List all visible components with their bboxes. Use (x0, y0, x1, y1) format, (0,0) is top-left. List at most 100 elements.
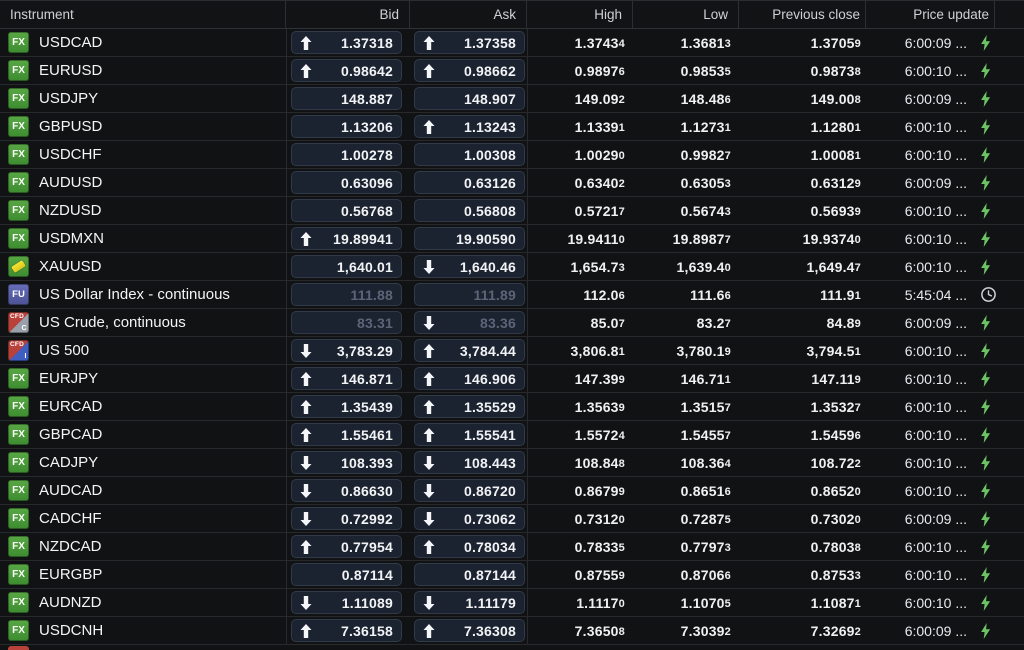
watchlist-row[interactable]: FX EURGBP 0.87114 0.87144 0.8755 9 0.8706… (0, 561, 1024, 589)
bid-price-button[interactable]: 1.37318 (291, 31, 402, 54)
watchlist-row[interactable]: XAUUSD 1,640.01 1,640.46 1,654.7 3 1,639.… (0, 253, 1024, 281)
instrument-cell: FX NZDUSD (0, 197, 286, 224)
bid-price-button[interactable]: 3,783.29 (291, 339, 402, 362)
ask-price-button[interactable]: 111.89 (414, 283, 525, 306)
high-value: 3,806.8 1 (527, 337, 633, 364)
bid-price-button[interactable]: 0.87114 (291, 563, 402, 586)
bid-price-button[interactable]: 111.88 (291, 283, 402, 306)
bid-value: 0.56768 (340, 202, 393, 219)
watchlist-row[interactable]: FX USDMXN 19.89941 19.90590 19.9411 0 19.… (0, 225, 1024, 253)
bid-value: 0.86630 (340, 482, 393, 499)
ask-price-button[interactable]: 3,784.44 (414, 339, 525, 362)
bid-price-button[interactable]: 0.98642 (291, 59, 402, 82)
watchlist-row[interactable]: FX GBPUSD 1.13206 1.13243 1.1339 1 1.1273… (0, 113, 1024, 141)
instrument-cell: FX GBPCAD (0, 421, 286, 448)
watchlist-row[interactable]: FX AUDNZD 1.11089 1.11179 1.1117 0 1.1070… (0, 589, 1024, 617)
column-header-instrument[interactable]: Instrument (0, 1, 286, 28)
column-header-previous-close[interactable]: Previous close (739, 1, 866, 28)
ask-price-button[interactable]: 1.35529 (414, 395, 525, 418)
bid-price-button[interactable]: 0.63096 (291, 171, 402, 194)
ask-price-button[interactable]: 108.443 (414, 451, 525, 474)
column-header-low[interactable]: Low (633, 1, 739, 28)
watchlist-row[interactable]: FX USDCAD 1.37318 1.37358 1.3743 4 1.3681… (0, 29, 1024, 57)
bid-price-button[interactable]: 108.393 (291, 451, 402, 474)
status-icon-cell (971, 197, 1024, 224)
ask-price-button[interactable]: 0.87144 (414, 563, 525, 586)
arrow-up-icon (300, 624, 312, 638)
ask-price-button[interactable]: 1.37358 (414, 31, 525, 54)
low-value: 0.6305 3 (680, 174, 731, 191)
ask-price-button[interactable]: 1.00308 (414, 143, 525, 166)
low-value: 1.1273 1 (680, 118, 731, 135)
ask-price-button[interactable]: 1.55541 (414, 423, 525, 446)
bid-price-button[interactable]: 1.13206 (291, 115, 402, 138)
bid-price-button[interactable]: 1.00278 (291, 143, 402, 166)
low-value: 0.9853 5 (680, 62, 731, 79)
ask-price-button[interactable]: 19.90590 (414, 227, 525, 250)
bid-price-button[interactable]: 83.31 (291, 311, 402, 334)
watchlist-row[interactable]: FX NZDUSD 0.56768 0.56808 0.5721 7 0.5674… (0, 197, 1024, 225)
bid-price-button[interactable]: 0.86630 (291, 479, 402, 502)
bid-price-button[interactable]: 1.11089 (291, 591, 402, 614)
instrument-cell: FX CADJPY (0, 449, 286, 476)
arrow-up-icon (423, 540, 435, 554)
bid-price-button[interactable]: 146.871 (291, 367, 402, 390)
bid-price-button[interactable]: 1,640.01 (291, 255, 402, 278)
previous-close-value: 1.1280 1 (810, 118, 861, 135)
ask-price-button[interactable]: 0.56808 (414, 199, 525, 222)
column-header-ask[interactable]: Ask (410, 1, 527, 28)
watchlist-row[interactable]: CFD I US 500 3,783.29 3,784.44 3,806.8 1 3… (0, 337, 1024, 365)
watchlist-row[interactable]: FX EURCAD 1.35439 1.35529 1.3563 9 1.3515… (0, 393, 1024, 421)
previous-close-value: 0.9873 8 (810, 62, 861, 79)
ask-price-button[interactable]: 83.36 (414, 311, 525, 334)
fx-badge: FX (8, 144, 29, 165)
ask-price-button[interactable]: 1,640.46 (414, 255, 525, 278)
price-update-time: 6:00:10 ... (904, 594, 967, 611)
bid-price-button[interactable]: 1.55461 (291, 423, 402, 446)
bid-price-button[interactable]: 19.89941 (291, 227, 402, 250)
bid-price-button[interactable]: 0.56768 (291, 199, 402, 222)
ask-price-button[interactable]: 0.73062 (414, 507, 525, 530)
bid-price-button[interactable]: 0.72992 (291, 507, 402, 530)
watchlist-row[interactable]: FX USDCHF 1.00278 1.00308 1.0029 0 0.9982… (0, 141, 1024, 169)
ask-price-button[interactable]: 0.86720 (414, 479, 525, 502)
instrument-name: US 500 (39, 342, 90, 359)
watchlist-row[interactable]: FX CADJPY 108.393 108.443 108.84 8 108.36… (0, 449, 1024, 477)
watchlist-row[interactable]: FX AUDUSD 0.63096 0.63126 0.6340 2 0.6305… (0, 169, 1024, 197)
bid-price-button[interactable]: 148.887 (291, 87, 402, 110)
previous-close-value: 1,649.4 7 (806, 258, 861, 275)
ask-price-button[interactable]: 0.63126 (414, 171, 525, 194)
column-header-high[interactable]: High (527, 1, 633, 28)
watchlist-row[interactable]: FX USDCNH 7.36158 7.36308 7.3650 8 7.3039… (0, 617, 1024, 645)
gold-badge (8, 256, 29, 277)
ask-price-button[interactable]: 1.11179 (414, 591, 525, 614)
bid-price-button[interactable]: 1.35439 (291, 395, 402, 418)
watchlist-row[interactable]: FX EURUSD 0.98642 0.98662 0.9897 6 0.9853… (0, 57, 1024, 85)
ask-price-button[interactable]: 0.98662 (414, 59, 525, 82)
fx-badge: FX (8, 88, 29, 109)
column-header-price-update[interactable]: Price update (866, 1, 995, 28)
ask-price-button[interactable]: 7.36308 (414, 619, 525, 642)
ask-price-button[interactable]: 1.13243 (414, 115, 525, 138)
ask-value: 1.13243 (463, 118, 516, 135)
watchlist-row[interactable]: FX CADCHF 0.72992 0.73062 0.7312 0 0.7287… (0, 505, 1024, 533)
watchlist-row[interactable]: FU US Dollar Index - continuous 111.88 1… (0, 281, 1024, 309)
column-header-spacer (995, 1, 1024, 28)
ask-price-button[interactable]: 0.78034 (414, 535, 525, 558)
watchlist-row[interactable]: FX AUDCAD 0.86630 0.86720 0.8679 9 0.8651… (0, 477, 1024, 505)
fx-badge: FX (8, 32, 29, 53)
ask-price-button[interactable]: 146.906 (414, 367, 525, 390)
price-update-time: 6:00:09 ... (904, 314, 967, 331)
bid-cell: 1.00278 (286, 141, 410, 168)
watchlist-row[interactable]: FX NZDCAD 0.77954 0.78034 0.7833 5 0.7797… (0, 533, 1024, 561)
bid-price-button[interactable]: 7.36158 (291, 619, 402, 642)
instrument-cell: FX GBPUSD (0, 113, 286, 140)
watchlist-row[interactable]: FX USDJPY 148.887 148.907 149.09 2 148.48… (0, 85, 1024, 113)
lightning-icon (980, 203, 991, 219)
watchlist-row[interactable]: CFD C US Crude, continuous 83.31 83.36 85… (0, 309, 1024, 337)
bid-price-button[interactable]: 0.77954 (291, 535, 402, 558)
watchlist-row[interactable]: FX GBPCAD 1.55461 1.55541 1.5572 4 1.5455… (0, 421, 1024, 449)
watchlist-row[interactable]: FX EURJPY 146.871 146.906 147.39 9 146.71… (0, 365, 1024, 393)
ask-price-button[interactable]: 148.907 (414, 87, 525, 110)
column-header-bid[interactable]: Bid (286, 1, 410, 28)
